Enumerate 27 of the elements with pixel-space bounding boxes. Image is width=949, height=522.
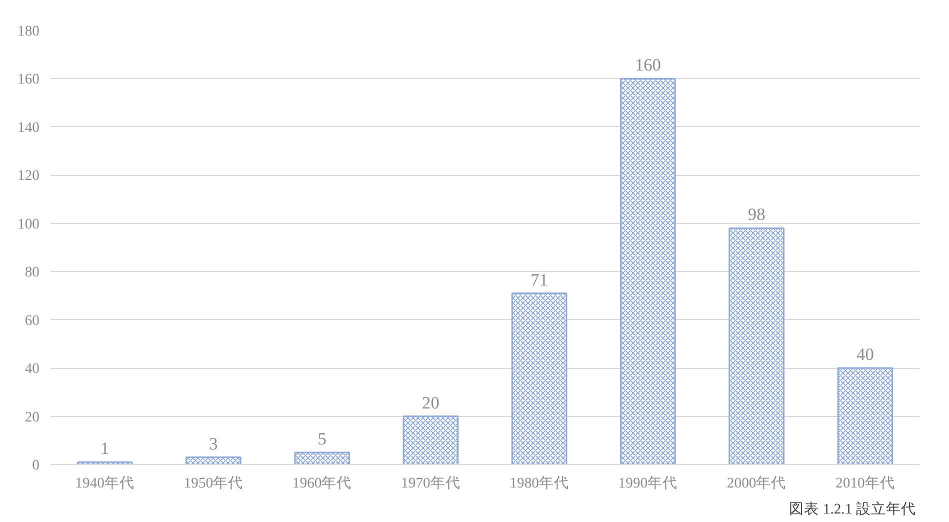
x-tick-label: 1980年代	[510, 474, 569, 492]
y-tick-label: 140	[18, 120, 40, 136]
data-label: 3	[209, 434, 218, 454]
data-label: 20	[422, 393, 440, 412]
x-tick-label: 1950年代	[184, 474, 244, 492]
data-label: 40	[856, 345, 874, 364]
data-label: 71	[530, 270, 548, 290]
text: 図表 1.2.1 設立年代	[789, 500, 916, 518]
data-label: 160	[634, 56, 661, 75]
y-tick-label: 100	[18, 216, 40, 232]
y-tick-label: 60	[24, 312, 40, 329]
x-tick-label: 2010年代	[836, 474, 895, 492]
data-label: 1	[100, 439, 110, 458]
y-tick-label: 160	[18, 72, 40, 88]
x-tick-label: 2000年代	[726, 474, 786, 492]
x-tick-label: 1940年代	[75, 474, 134, 492]
data-label: 5	[318, 429, 326, 448]
x-tick-label: 1960年代	[292, 474, 352, 492]
y-tick-label: 40	[24, 361, 40, 378]
y-tick-label: 80	[24, 264, 40, 281]
x-tick-label: 1970年代	[401, 474, 460, 492]
y-tick-label: 120	[18, 168, 40, 184]
data-label: 98	[748, 205, 766, 224]
y-tick-label: 0	[32, 458, 40, 474]
y-tick-label: 180	[18, 24, 40, 40]
y-tick-label: 20	[24, 409, 40, 426]
x-tick-label: 1990年代	[618, 474, 678, 492]
